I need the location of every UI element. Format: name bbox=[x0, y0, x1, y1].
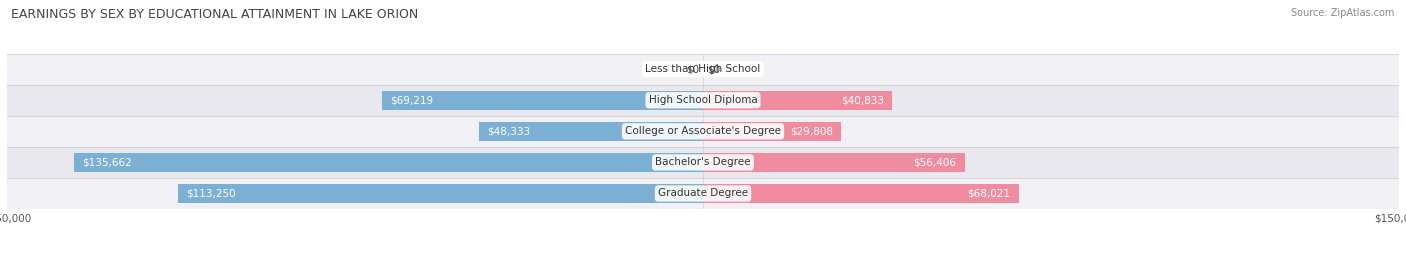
Text: $0: $0 bbox=[707, 64, 720, 74]
Text: $29,808: $29,808 bbox=[790, 126, 832, 136]
Text: Bachelor's Degree: Bachelor's Degree bbox=[655, 157, 751, 168]
Text: $48,333: $48,333 bbox=[486, 126, 530, 136]
Text: $113,250: $113,250 bbox=[186, 188, 236, 199]
Bar bbox=[7, 178, 1399, 209]
Text: Source: ZipAtlas.com: Source: ZipAtlas.com bbox=[1291, 8, 1395, 18]
Bar bbox=[7, 85, 1399, 116]
Text: Graduate Degree: Graduate Degree bbox=[658, 188, 748, 199]
Text: Less than High School: Less than High School bbox=[645, 64, 761, 74]
Bar bbox=[7, 116, 1399, 147]
Bar bbox=[703, 91, 893, 110]
Bar bbox=[382, 91, 703, 110]
Text: EARNINGS BY SEX BY EDUCATIONAL ATTAINMENT IN LAKE ORION: EARNINGS BY SEX BY EDUCATIONAL ATTAINMEN… bbox=[11, 8, 419, 21]
Bar bbox=[703, 153, 965, 172]
Bar bbox=[73, 153, 703, 172]
Legend: Male, Female: Male, Female bbox=[641, 265, 765, 268]
Text: $68,021: $68,021 bbox=[967, 188, 1011, 199]
Text: $135,662: $135,662 bbox=[82, 157, 132, 168]
Text: College or Associate's Degree: College or Associate's Degree bbox=[626, 126, 780, 136]
Text: $0: $0 bbox=[686, 64, 699, 74]
Bar bbox=[177, 184, 703, 203]
Text: $69,219: $69,219 bbox=[391, 95, 433, 105]
Bar bbox=[479, 122, 703, 141]
Bar bbox=[7, 147, 1399, 178]
Text: $40,833: $40,833 bbox=[841, 95, 884, 105]
Text: High School Diploma: High School Diploma bbox=[648, 95, 758, 105]
Text: $56,406: $56,406 bbox=[914, 157, 956, 168]
Bar bbox=[703, 122, 841, 141]
Bar bbox=[7, 54, 1399, 85]
Bar bbox=[703, 184, 1018, 203]
